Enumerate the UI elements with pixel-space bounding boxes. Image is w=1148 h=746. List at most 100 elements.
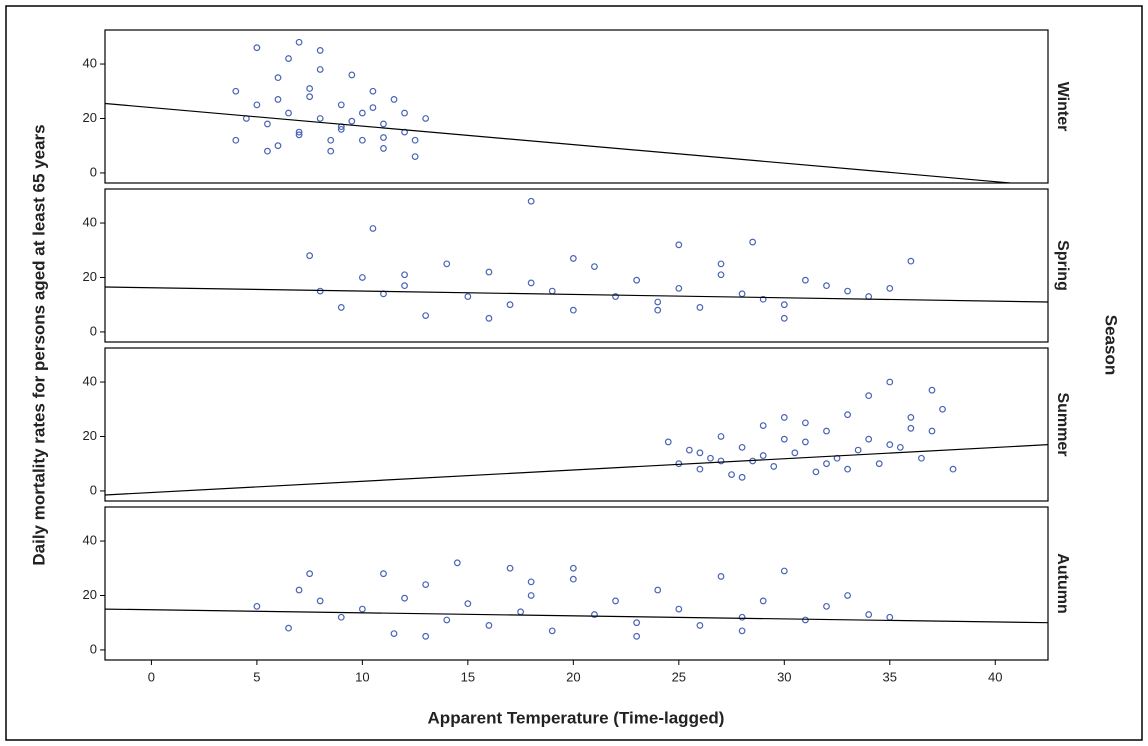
point (612, 597, 619, 605)
y-tick-label: 40 (83, 214, 97, 229)
point (316, 47, 324, 54)
fit-line (105, 102, 1018, 183)
panel-marks (105, 197, 1048, 322)
point (759, 597, 767, 605)
point (422, 581, 430, 588)
point (738, 443, 746, 451)
point (316, 287, 324, 295)
panel-label: Winter (1054, 82, 1071, 132)
x-axis-title: Apparent Temperature (Time-lagged) (428, 708, 725, 727)
point (327, 136, 335, 144)
point (801, 438, 809, 446)
point (443, 260, 451, 268)
point (717, 433, 725, 440)
point (928, 427, 936, 435)
point (823, 460, 830, 468)
y-axis-title: Daily mortality rates for persons aged a… (29, 124, 48, 565)
point (464, 293, 472, 300)
point (327, 147, 335, 155)
point (264, 120, 271, 128)
point (411, 153, 419, 160)
point (675, 605, 683, 613)
point (464, 600, 472, 608)
point (664, 438, 672, 446)
point (380, 134, 387, 141)
point (401, 271, 408, 279)
fit-line (105, 444, 1048, 496)
point (285, 55, 292, 62)
point (390, 96, 398, 103)
point (844, 465, 851, 473)
point (591, 611, 598, 618)
point (844, 592, 851, 599)
point (780, 301, 788, 309)
point (801, 419, 809, 427)
x-tick-label: 20 (566, 669, 580, 684)
point (337, 125, 345, 133)
point (707, 454, 714, 462)
point (738, 613, 746, 621)
point (759, 422, 767, 429)
y-tick-label: 40 (83, 532, 97, 547)
point (896, 443, 904, 451)
point (801, 616, 809, 624)
point (865, 611, 873, 618)
point (770, 463, 778, 470)
point (675, 284, 683, 292)
point (390, 630, 398, 637)
panel-marks (105, 559, 1048, 640)
y-tick-label: 0 (90, 482, 97, 497)
point (696, 449, 704, 457)
point (506, 564, 514, 572)
point (569, 564, 577, 572)
point (780, 414, 788, 421)
y-tick-label: 20 (83, 110, 97, 125)
panel-marks (105, 38, 1018, 183)
point (527, 578, 535, 586)
point (295, 38, 303, 46)
x-tick-label: 15 (461, 669, 475, 684)
panel (104, 347, 1049, 502)
point (348, 71, 356, 79)
point (675, 241, 683, 249)
point (780, 314, 788, 322)
x-tick-label: 5 (253, 669, 260, 684)
point (506, 301, 514, 309)
x-tick-label: 0 (148, 669, 155, 684)
point (380, 570, 387, 578)
point (633, 632, 641, 640)
point (654, 306, 662, 314)
facet-title: Season (1102, 315, 1121, 375)
point (875, 460, 883, 468)
point (453, 559, 461, 567)
point (717, 260, 725, 268)
point (527, 279, 535, 287)
point (401, 109, 408, 117)
point (865, 435, 873, 443)
point (232, 136, 240, 144)
point (443, 616, 451, 624)
point (612, 293, 619, 300)
point (295, 586, 303, 594)
point (358, 274, 366, 281)
point (569, 575, 577, 583)
point (759, 452, 767, 459)
point (654, 586, 662, 594)
point (306, 93, 314, 101)
point (780, 567, 788, 575)
point (844, 287, 851, 295)
point (337, 613, 345, 621)
point (274, 142, 282, 150)
point (358, 605, 366, 613)
x-tick-label: 25 (672, 669, 686, 684)
point (907, 424, 915, 432)
point (717, 271, 725, 279)
point (380, 145, 387, 152)
point (801, 276, 809, 284)
y-tick-label: 40 (83, 373, 97, 388)
point (306, 252, 314, 260)
x-tick-label: 40 (988, 669, 1002, 684)
point (232, 87, 240, 95)
